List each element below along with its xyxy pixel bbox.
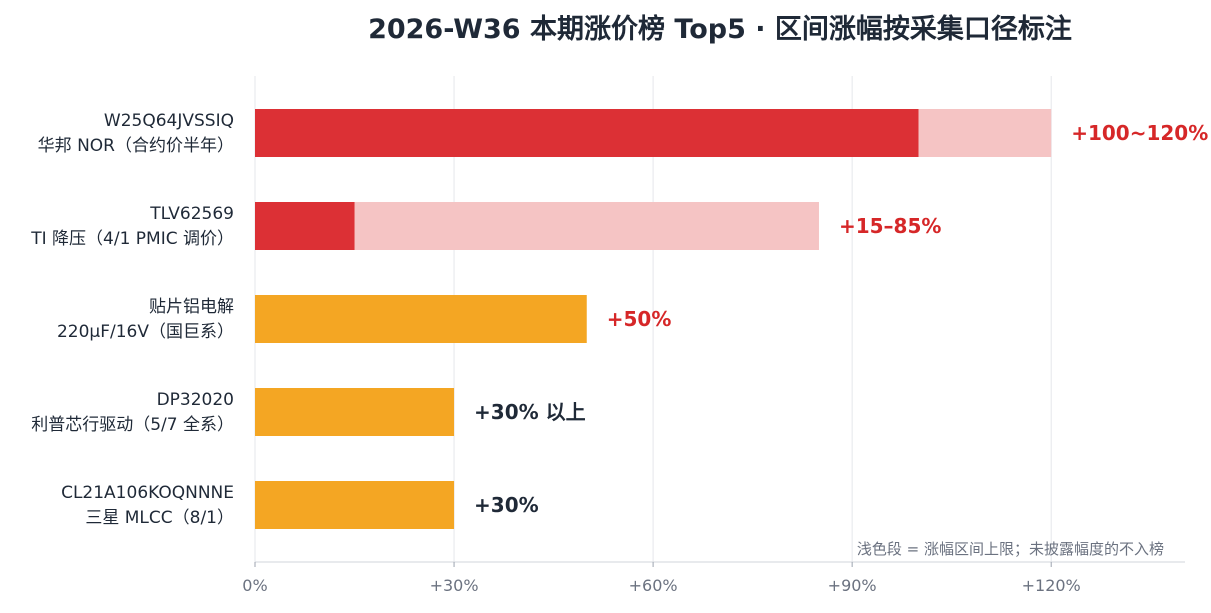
category-label-line1: 贴片铝电解 [149,297,234,317]
data-label: +30% 以上 [474,400,586,424]
data-label: +30% [474,493,539,517]
x-tick-label: +90% [828,576,877,595]
bar-range-lower [255,202,355,250]
category-label-line2: 华邦 NOR（合约价半年） [38,136,234,156]
x-tick-label: +30% [430,576,479,595]
bar [255,295,587,343]
x-tick-label: +120% [1022,576,1081,595]
bar [255,481,455,529]
category-label-line2: TI 降压（4/1 PMIC 调价） [30,229,234,249]
chart-title: 2026-W36 本期涨价榜 Top5 · 区间涨幅按采集口径标注 [368,14,1072,45]
chart-note: 浅色段 = 涨幅区间上限；未披露幅度的不入榜 [857,540,1164,558]
x-tick-label: +60% [629,576,678,595]
category-label-line1: W25Q64JVSSIQ [104,111,234,131]
bar [255,388,455,436]
data-label: +50% [607,307,672,331]
bar-range-lower [255,109,919,157]
category-label-line2: 三星 MLCC（8/1） [85,508,234,528]
category-label-line2: 利普芯行驱动（5/7 全系） [31,415,234,435]
data-label: +100~120% [1071,121,1208,145]
category-label-line2: 220μF/16V（国巨系） [57,322,234,342]
category-label-line1: TLV62569 [149,204,234,224]
category-label-line1: CL21A106KOQNNNE [61,483,234,503]
x-tick-label: 0% [242,576,267,595]
data-label: +15–85% [839,214,941,238]
category-label-line1: DP32020 [157,390,234,410]
